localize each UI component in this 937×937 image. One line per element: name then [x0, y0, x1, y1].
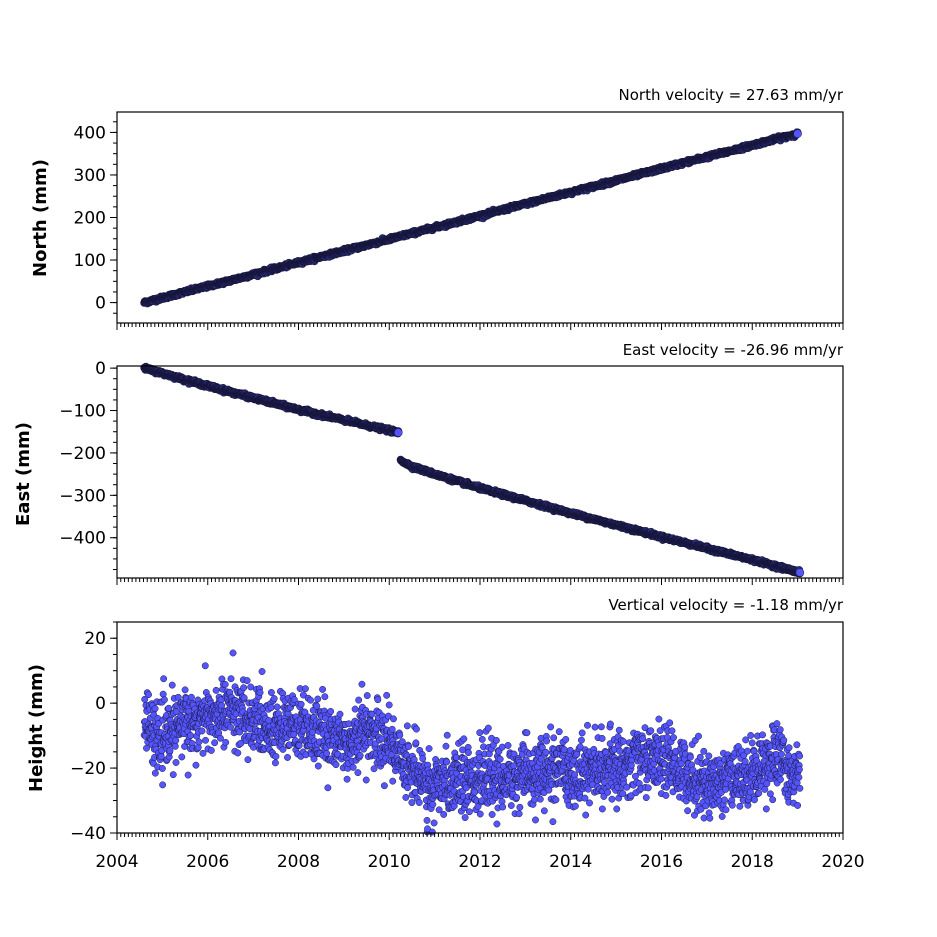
- data-point: [172, 736, 180, 744]
- y-tick-label: −300: [59, 486, 106, 506]
- north-y-axis-label: North (mm): [30, 159, 51, 277]
- north-y-axis: 0 100 200 300 400: [74, 121, 117, 314]
- data-point: [229, 649, 237, 657]
- data-point: [171, 742, 179, 750]
- data-point: [195, 738, 203, 746]
- data-point: [258, 668, 266, 675]
- data-point: [216, 734, 224, 742]
- east-data-points: [140, 362, 805, 578]
- data-point: [207, 746, 215, 754]
- north-panel: North velocity = 27.63 mm/yr North (mm) …: [30, 86, 844, 330]
- data-point: [169, 771, 177, 779]
- east-panel: East velocity = -26.96 mm/yr East (mm) 0…: [13, 341, 844, 585]
- north-velocity-title: North velocity = 27.63 mm/yr: [619, 86, 844, 104]
- series-end-point: [394, 428, 403, 437]
- height-y-axis-label: Height (mm): [26, 664, 47, 792]
- y-tick-label: 400: [74, 123, 106, 143]
- data-point: [222, 738, 230, 746]
- data-point: [234, 749, 242, 757]
- data-point: [187, 693, 195, 701]
- y-tick-label: 0: [95, 294, 106, 314]
- y-tick-label: −200: [59, 444, 106, 464]
- north-x-axis: [116, 323, 844, 330]
- data-point: [168, 681, 176, 689]
- data-point: [221, 680, 229, 688]
- data-point: [159, 781, 167, 789]
- height-panel: Vertical velocity = -1.18 mm/yr Height (…: [26, 596, 865, 872]
- y-tick-label: 200: [74, 209, 106, 229]
- data-point: [151, 769, 159, 777]
- data-point: [201, 662, 209, 670]
- east-x-axis: [116, 578, 844, 585]
- y-tick-label: 300: [74, 166, 106, 186]
- vertical-velocity-title: Vertical velocity = -1.18 mm/yr: [608, 596, 843, 614]
- data-point: [160, 675, 168, 683]
- data-point: [218, 701, 226, 709]
- east-y-axis-label: East (mm): [13, 422, 34, 526]
- north-data-points: [140, 128, 802, 308]
- data-point: [211, 739, 219, 747]
- data-point: [165, 704, 173, 712]
- east-plot-frame: [116, 365, 844, 579]
- height-data-points: [140, 649, 804, 836]
- data-point: [212, 686, 220, 694]
- data-point: [192, 761, 200, 769]
- data-point: [227, 675, 235, 683]
- east-velocity-title: East velocity = -26.96 mm/yr: [623, 341, 844, 359]
- data-point: [184, 771, 192, 779]
- y-tick-label: 0: [95, 359, 106, 379]
- data-point: [151, 705, 159, 713]
- data-point: [240, 684, 248, 692]
- data-point: [198, 727, 206, 735]
- data-point: [178, 753, 186, 761]
- data-point: [202, 736, 209, 744]
- data-point: [166, 747, 174, 755]
- data-point: [227, 723, 234, 731]
- east-y-axis: 0 −100 −200 −300 −400: [59, 359, 117, 571]
- data-point: [240, 694, 248, 702]
- series-end-point: [795, 568, 805, 577]
- data-point: [247, 683, 255, 691]
- data-point: [143, 744, 150, 752]
- y-tick-label: −400: [59, 529, 106, 549]
- series-end-point: [793, 129, 802, 138]
- data-point: [199, 749, 207, 757]
- data-point: [145, 691, 152, 699]
- data-point: [181, 686, 189, 694]
- data-point: [243, 677, 251, 685]
- y-tick-label: 100: [74, 251, 106, 271]
- data-point: [157, 753, 165, 761]
- data-point: [159, 690, 167, 698]
- data-point: [172, 759, 180, 766]
- y-tick-label: −100: [59, 402, 106, 422]
- data-point: [158, 765, 166, 772]
- data-point: [244, 756, 252, 764]
- data-point: [187, 732, 195, 739]
- data-point: [256, 689, 264, 697]
- data-point: [160, 696, 168, 704]
